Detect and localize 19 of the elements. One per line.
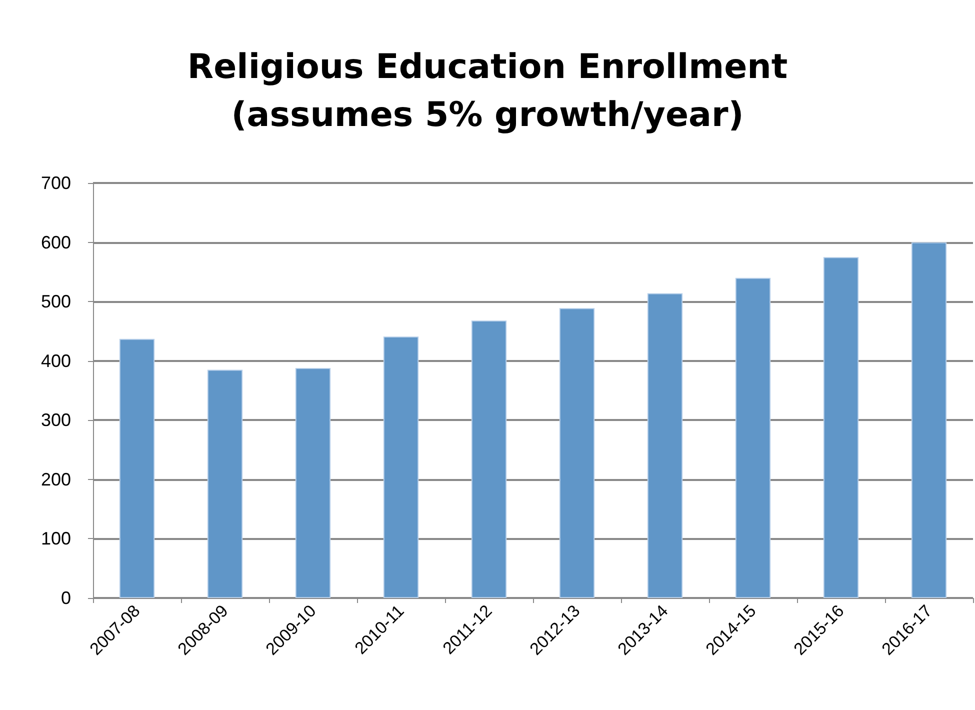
y-tick-label: 300 (40, 410, 71, 430)
bar (207, 370, 243, 598)
chart-title: Religious Education Enrollment (assumes 5% growth/year) (187, 47, 788, 135)
y-tick-label: 600 (40, 232, 71, 252)
bar (647, 293, 683, 598)
y-tick-label: 500 (40, 292, 71, 312)
y-tick-label: 400 (40, 350, 71, 371)
bar (823, 257, 859, 598)
y-tick-label: 200 (40, 469, 71, 490)
bar (559, 308, 595, 598)
y-tick-label: 700 (40, 173, 71, 193)
bar (383, 336, 419, 598)
y-tick-label: 0 (60, 588, 71, 608)
bar (119, 338, 155, 598)
bar (471, 320, 507, 598)
bar (295, 368, 331, 598)
bar (911, 242, 947, 598)
bar (735, 278, 771, 598)
y-tick-label: 100 (40, 528, 71, 549)
